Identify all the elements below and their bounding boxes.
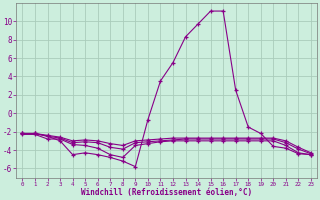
X-axis label: Windchill (Refroidissement éolien,°C): Windchill (Refroidissement éolien,°C) bbox=[81, 188, 252, 197]
